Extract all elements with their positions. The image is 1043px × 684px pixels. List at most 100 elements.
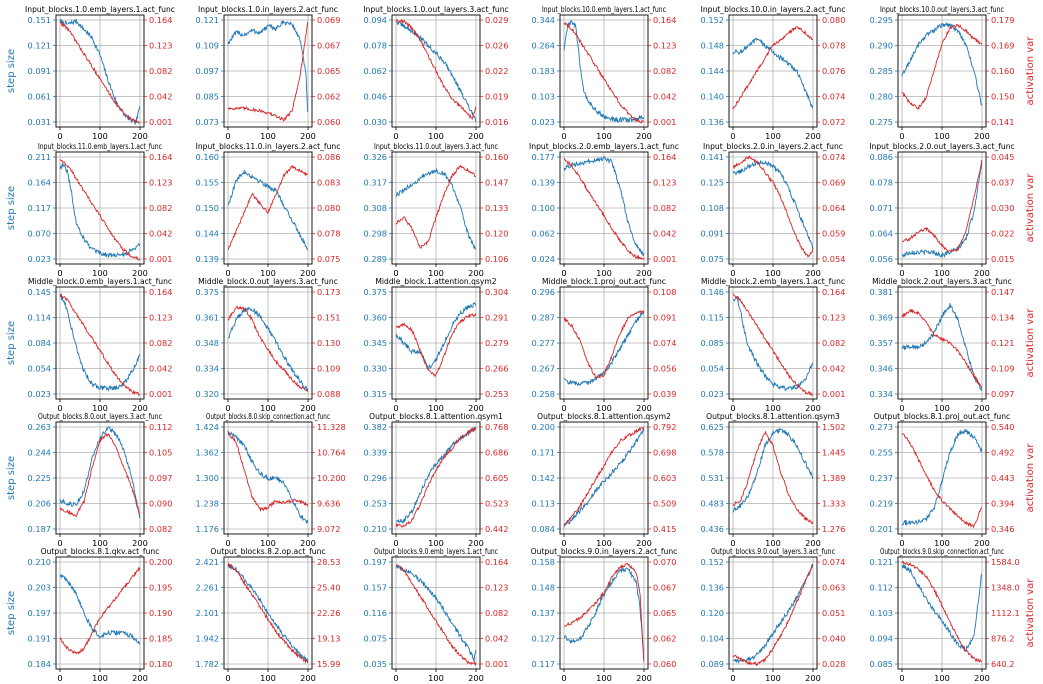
left-tick-label: 0.330 — [364, 364, 387, 374]
x-tick-label: 200 — [468, 403, 484, 413]
left-tick-label: 0.203 — [28, 583, 51, 593]
left-tick-label: 0.139 — [196, 254, 219, 264]
left-tick-label: 0.317 — [364, 178, 387, 188]
x-tick-label: 200 — [636, 268, 652, 278]
left-tick-label: 0.030 — [364, 117, 387, 127]
right-tick-label: 0.042 — [653, 92, 676, 102]
right-tick-label: 0.304 — [485, 287, 508, 297]
x-tick-label: 0 — [561, 403, 566, 413]
right-tick-label: 0.080 — [822, 15, 845, 25]
left-tick-label: 0.360 — [364, 313, 387, 323]
x-tick-label: 0 — [57, 131, 62, 141]
right-tick-label: 0.022 — [485, 66, 508, 76]
step-size-line — [901, 303, 983, 391]
right-axis-label: activation var — [1025, 578, 1036, 648]
left-tick-label: 1.362 — [196, 448, 219, 458]
subplot: Input_blocks.1.0.emb_layers.1.act_func0.… — [6, 5, 175, 141]
left-tick-label: 0.334 — [870, 389, 893, 399]
x-tick-label: 100 — [428, 538, 444, 548]
right-tick-label: 1.389 — [822, 473, 845, 483]
right-tick-label: 0.169 — [991, 41, 1014, 51]
x-tick-label: 100 — [596, 538, 612, 548]
right-tick-label: 0.074 — [822, 557, 845, 567]
right-tick-label: 0.180 — [149, 659, 172, 669]
right-tick-label: 0.074 — [822, 92, 845, 102]
x-tick-label: 200 — [636, 131, 652, 141]
x-tick-label: 200 — [805, 131, 821, 141]
right-tick-label: 0.074 — [653, 338, 676, 348]
left-tick-label: 0.285 — [870, 66, 893, 76]
right-tick-label: 0.090 — [149, 499, 172, 509]
subplot: Input_blocks.11.0.emb_layers.1.act_func0… — [6, 142, 172, 278]
right-tick-label: 0.062 — [653, 634, 676, 644]
left-tick-label: 0.104 — [701, 634, 724, 644]
right-tick-label: 0.042 — [149, 92, 172, 102]
left-tick-label: 0.184 — [28, 659, 51, 669]
left-tick-label: 0.139 — [532, 178, 555, 188]
right-tick-label: 0.037 — [991, 178, 1014, 188]
x-tick-label: 100 — [934, 403, 950, 413]
x-tick-label: 200 — [300, 403, 316, 413]
right-tick-label: 0.042 — [653, 229, 676, 239]
left-tick-label: 0.137 — [532, 608, 555, 618]
left-tick-label: 0.280 — [870, 92, 893, 102]
x-tick-label: 200 — [468, 131, 484, 141]
right-tick-label: 0.164 — [149, 15, 172, 25]
left-tick-label: 0.200 — [532, 422, 555, 432]
left-tick-label: 0.258 — [532, 389, 555, 399]
left-tick-label: 0.054 — [28, 364, 51, 374]
subplot-title: Output_blocks.8.1.attention.qsym2 — [537, 412, 671, 421]
left-tick-label: 0.146 — [701, 287, 724, 297]
left-tick-label: 0.023 — [701, 389, 724, 399]
right-tick-label: 0.042 — [485, 634, 508, 644]
subplot-title: Input_blocks.2.0.in_layers.2.act_func — [703, 142, 843, 151]
left-tick-label: 0.155 — [196, 178, 219, 188]
right-tick-label: 0.120 — [485, 229, 508, 239]
x-tick-label: 0 — [393, 131, 398, 141]
right-tick-label: 0.056 — [653, 364, 676, 374]
left-tick-label: 0.108 — [701, 203, 724, 213]
left-tick-label: 0.089 — [701, 659, 724, 669]
right-tick-label: 0.097 — [149, 473, 172, 483]
left-tick-label: 0.035 — [364, 659, 387, 669]
right-tick-label: 0.442 — [485, 524, 508, 534]
right-tick-label: 0.082 — [822, 338, 845, 348]
activation-var-line — [59, 432, 140, 517]
right-tick-label: 0.059 — [822, 229, 845, 239]
right-tick-label: 0.030 — [991, 203, 1014, 213]
right-tick-label: 0.123 — [653, 178, 676, 188]
x-tick-label: 100 — [428, 403, 444, 413]
left-tick-label: 0.210 — [364, 524, 387, 534]
right-tick-label: 0.069 — [822, 178, 845, 188]
right-tick-label: 0.106 — [485, 254, 508, 264]
right-tick-label: 0.045 — [991, 152, 1014, 162]
x-tick-label: 0 — [393, 268, 398, 278]
x-tick-label: 100 — [934, 673, 950, 683]
left-tick-label: 0.152 — [701, 557, 724, 567]
right-tick-label: 0.074 — [822, 152, 845, 162]
left-tick-label: 0.244 — [28, 448, 51, 458]
right-tick-label: 0.082 — [149, 524, 172, 534]
left-tick-label: 0.201 — [870, 524, 893, 534]
x-tick-label: 100 — [428, 673, 444, 683]
activation-var-line — [395, 564, 477, 666]
right-tick-label: 0.164 — [653, 15, 676, 25]
left-tick-label: 0.339 — [364, 448, 387, 458]
step-size-line — [563, 311, 645, 387]
left-tick-label: 0.436 — [701, 524, 724, 534]
left-tick-label: 0.091 — [701, 229, 724, 239]
step-size-line — [395, 21, 477, 123]
activation-var-line — [901, 159, 983, 253]
right-tick-label: 1584.0 — [991, 557, 1020, 567]
left-tick-label: 0.023 — [28, 389, 51, 399]
left-tick-label: 0.267 — [532, 364, 555, 374]
right-tick-label: 0.109 — [317, 364, 340, 374]
x-tick-label: 100 — [92, 403, 108, 413]
step-size-line — [395, 426, 477, 524]
step-size-line — [395, 167, 477, 250]
x-tick-label: 200 — [805, 403, 821, 413]
left-tick-label: 0.361 — [196, 313, 219, 323]
x-tick-label: 200 — [132, 673, 148, 683]
right-tick-label: 0.001 — [149, 117, 172, 127]
